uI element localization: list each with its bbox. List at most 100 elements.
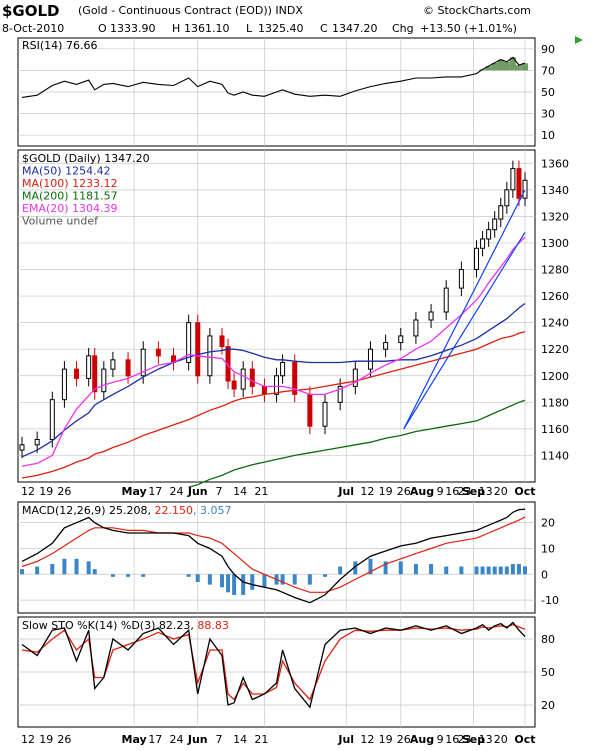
- x-tick-label: 19: [379, 485, 393, 498]
- price-legend-item: Volume undef: [22, 215, 99, 228]
- price-legend-item: MA(200) 1181.57: [22, 190, 118, 203]
- rsi-tick-label: 70: [541, 64, 555, 77]
- macd-histogram-bar: [226, 574, 231, 593]
- watermark: © StockCharts.com: [423, 4, 531, 17]
- macd-histogram-bar: [353, 561, 358, 575]
- macd-histogram-bar: [62, 558, 67, 575]
- macd-histogram-bar: [292, 574, 297, 585]
- high-value: 1361.10: [184, 22, 230, 35]
- x-tick-label: 26: [57, 485, 71, 498]
- price-legend-item: MA(50) 1254.42: [22, 165, 111, 178]
- rsi-legend: RSI(14) 76.66: [22, 39, 97, 52]
- candle-body: [49, 399, 55, 441]
- price-tick-label: 1200: [541, 370, 569, 383]
- x-tick-label: Sep: [462, 485, 485, 498]
- price-series-ema20: [21, 236, 526, 467]
- macd-histogram-bar: [444, 566, 449, 575]
- price-tick-label: 1140: [541, 449, 569, 462]
- candle-body: [125, 359, 131, 377]
- macd-histogram-bar: [186, 574, 191, 577]
- x-tick-label: 26: [397, 733, 411, 746]
- candle-body: [74, 368, 80, 379]
- macd-legend-part: MACD(12,26,9) 25.208,: [22, 504, 155, 517]
- x-tick-label: 13: [479, 733, 493, 746]
- macd-histogram-bar: [262, 574, 267, 588]
- price-tick-label: 1320: [541, 210, 569, 223]
- x-tick-label: 24: [170, 733, 184, 746]
- change-up-arrow-icon: [575, 36, 583, 44]
- sto-tick-label: 50: [541, 666, 555, 679]
- sto-legend-part: 88.83: [197, 619, 229, 632]
- candle-body: [458, 269, 464, 289]
- x-tick-label: 23: [457, 733, 471, 746]
- candle-body: [155, 348, 161, 357]
- x-tick-label: 12: [21, 733, 35, 746]
- price-panel-frame: [17, 149, 536, 483]
- candle-body: [140, 348, 146, 377]
- price-tick-label: 1280: [541, 264, 569, 277]
- change-value: +13.50 (+1.01%): [420, 22, 517, 35]
- price-tick-label: 1220: [541, 343, 569, 356]
- candle-body: [413, 319, 419, 337]
- candle-body: [86, 355, 92, 379]
- x-tick-label: 9: [437, 485, 444, 498]
- x-tick-label: May: [122, 733, 147, 746]
- rsi-tick-label: 50: [541, 86, 555, 99]
- high-label: H: [172, 22, 180, 35]
- macd-histogram-bar: [307, 574, 312, 585]
- candle-body: [510, 168, 516, 191]
- rsi-tick-label: 90: [541, 43, 555, 56]
- macd-tick-label: 0: [541, 568, 548, 581]
- macd-histogram-bar: [74, 558, 79, 575]
- x-tick-label: 14: [233, 485, 247, 498]
- candle-body: [34, 439, 40, 446]
- price-series-ma50: [21, 302, 526, 458]
- x-tick-label: 20: [494, 485, 508, 498]
- candle-body: [486, 229, 492, 240]
- candle-body: [195, 322, 201, 377]
- macd-histogram-bar: [504, 566, 509, 575]
- candle-body: [92, 355, 98, 393]
- candle-body: [383, 342, 389, 350]
- candle-body: [231, 380, 237, 390]
- close-value: 1347.20: [332, 22, 378, 35]
- macd-tick-label: -10: [541, 594, 559, 607]
- low-label: L: [246, 22, 253, 35]
- macd-histogram-bar: [492, 566, 497, 575]
- close-label: C: [320, 22, 328, 35]
- sto-legend-part: Slow STO %K(14) %D(3) 82.23,: [22, 619, 197, 632]
- macd-histogram-bar: [207, 574, 212, 585]
- price-panel: 1360 1340 1320 1300 1280 1260 1240 1220 1200 1180…: [17, 149, 569, 488]
- sto-panel: 80 50 20 Slow STO %K(14) %D(3) 82.23, 88.83: [17, 616, 555, 728]
- macd-histogram-bar: [219, 574, 224, 588]
- macd-histogram-bar: [498, 566, 503, 575]
- price-tick-label: 1160: [541, 423, 569, 436]
- candle-body: [522, 179, 528, 199]
- macd-histogram-bar: [368, 558, 373, 575]
- macd-legend-part: , 3.057: [193, 504, 231, 517]
- change-label: Chg: [392, 22, 414, 35]
- candle-body: [474, 247, 480, 271]
- x-tick-label: 12: [360, 485, 374, 498]
- x-tick-label: 23: [457, 485, 471, 498]
- x-axis-labels: 12 19 26 May 17 24 Jun 7 14 21 Jul 12 19 26 Aug 9 1623Se…: [21, 733, 536, 746]
- macd-histogram-bar: [195, 574, 200, 583]
- candle-body: [207, 335, 213, 377]
- x-tick-label: Jun: [187, 733, 208, 746]
- candle-body: [292, 361, 298, 395]
- macd-histogram-bar: [510, 563, 515, 575]
- price-tick-label: 1340: [541, 184, 569, 197]
- candle-body: [398, 335, 404, 344]
- candle-body: [307, 393, 313, 427]
- macd-line: [21, 508, 526, 604]
- candle-body: [498, 205, 504, 220]
- x-tick-label: 7: [215, 733, 222, 746]
- x-tick-label: Oct: [514, 733, 535, 746]
- macd-histogram-bar: [280, 574, 285, 585]
- macd-histogram-bar: [516, 563, 521, 575]
- open-label: O: [98, 22, 107, 35]
- candle-body: [492, 218, 498, 231]
- x-tick-label: Oct: [514, 485, 535, 498]
- candle-body: [352, 368, 358, 387]
